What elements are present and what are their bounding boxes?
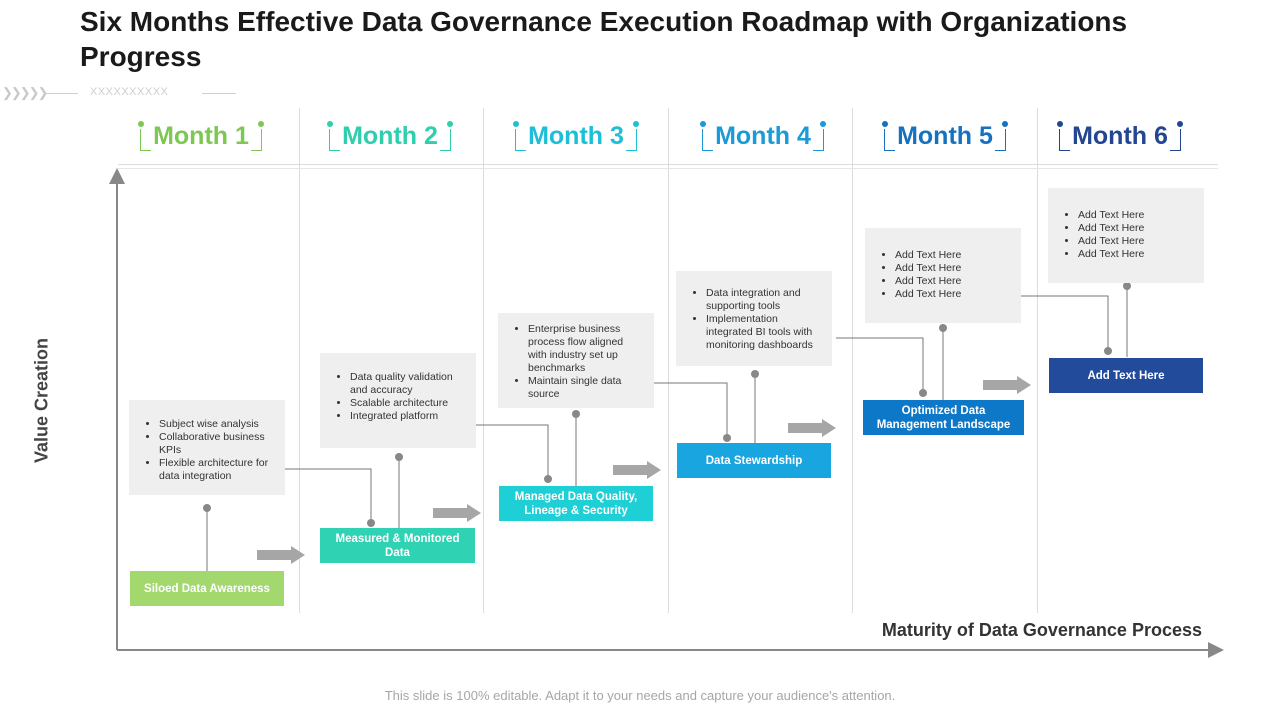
description-box-2: Data quality validation and accuracy Sca…	[320, 353, 476, 448]
subtitle-placeholder: XXXXXXXXXX	[90, 86, 169, 98]
description-point: Subject wise analysis	[159, 418, 275, 431]
description-point: Maintain single data source	[528, 375, 644, 401]
description-point: Collaborative business KPIs	[159, 431, 275, 457]
description-box-6: Add Text Here Add Text Here Add Text Her…	[1048, 188, 1204, 283]
month-header-2: Month 2	[327, 121, 453, 151]
stage-box-5: Optimized Data Management Landscape	[863, 400, 1024, 435]
column-separator	[852, 108, 853, 613]
connector-dot	[1123, 282, 1131, 290]
month-label: Month 3	[528, 122, 624, 150]
connector-dot	[395, 453, 403, 461]
column-separator	[668, 108, 669, 613]
description-point: Add Text Here	[895, 249, 1011, 262]
connector-dot	[723, 434, 731, 442]
divider	[44, 93, 78, 94]
connector-dot	[1104, 347, 1112, 355]
y-axis-label: Value Creation	[31, 337, 52, 464]
description-point: Add Text Here	[1078, 248, 1194, 261]
connector-dot	[544, 475, 552, 483]
page-title: Six Months Effective Data Governance Exe…	[80, 6, 1128, 72]
month-header-3: Month 3	[513, 121, 639, 151]
connector-dot	[367, 519, 375, 527]
connector-dot	[572, 410, 580, 418]
header-divider	[118, 164, 1218, 165]
connector-dot	[919, 389, 927, 397]
stage-box-6: Add Text Here	[1049, 358, 1203, 393]
connector-dot	[939, 324, 947, 332]
month-label: Month 1	[153, 122, 249, 150]
subtitle-decoration: ❯❯❯❯❯ XXXXXXXXXX	[0, 85, 260, 102]
progress-arrow-icon	[433, 504, 481, 522]
description-point: Add Text Here	[1078, 235, 1194, 248]
description-point: Add Text Here	[895, 262, 1011, 275]
header-divider	[118, 168, 1218, 169]
description-box-3: Enterprise business process flow aligned…	[498, 313, 654, 408]
description-point: Scalable architecture	[350, 397, 466, 410]
month-label: Month 2	[342, 122, 438, 150]
progress-arrow-icon	[983, 376, 1031, 394]
stage-box-2: Measured & Monitored Data	[320, 528, 475, 563]
column-separator	[483, 108, 484, 613]
progress-arrow-icon	[788, 419, 836, 437]
column-separator	[299, 108, 300, 613]
stage-box-3: Managed Data Quality, Lineage & Security	[499, 486, 653, 521]
progress-arrow-icon	[257, 546, 305, 564]
connector-dot	[751, 370, 759, 378]
month-header-5: Month 5	[882, 121, 1008, 151]
divider	[202, 93, 236, 94]
chevrons-icon: ❯❯❯❯❯	[2, 85, 48, 100]
column-separator	[1037, 108, 1038, 613]
month-header-6: Month 6	[1057, 121, 1183, 151]
progress-arrow-icon	[613, 461, 661, 479]
stage-box-4: Data Stewardship	[677, 443, 831, 478]
description-point: Integrated platform	[350, 410, 466, 423]
connector-dot	[203, 504, 211, 512]
month-label: Month 4	[715, 122, 811, 150]
description-point: Enterprise business process flow aligned…	[528, 323, 644, 375]
description-point: Implementation integrated BI tools with …	[706, 313, 822, 352]
description-point: Data integration and supporting tools	[706, 287, 822, 313]
description-box-1: Subject wise analysis Collaborative busi…	[129, 400, 285, 495]
description-box-5: Add Text Here Add Text Here Add Text Her…	[865, 228, 1021, 323]
description-box-4: Data integration and supporting tools Im…	[676, 271, 832, 366]
description-point: Add Text Here	[895, 288, 1011, 301]
description-point: Add Text Here	[1078, 209, 1194, 222]
month-label: Month 6	[1072, 122, 1168, 150]
month-header-1: Month 1	[138, 121, 264, 151]
description-point: Add Text Here	[1078, 222, 1194, 235]
footer-note: This slide is 100% editable. Adapt it to…	[384, 688, 896, 703]
month-header-4: Month 4	[700, 121, 826, 151]
description-point: Add Text Here	[895, 275, 1011, 288]
description-point: Flexible architecture for data integrati…	[159, 457, 275, 483]
description-point: Data quality validation and accuracy	[350, 371, 466, 397]
x-axis-label: Maturity of Data Governance Process	[881, 620, 1202, 640]
month-label: Month 5	[897, 122, 993, 150]
stage-box-1: Siloed Data Awareness	[130, 571, 284, 606]
